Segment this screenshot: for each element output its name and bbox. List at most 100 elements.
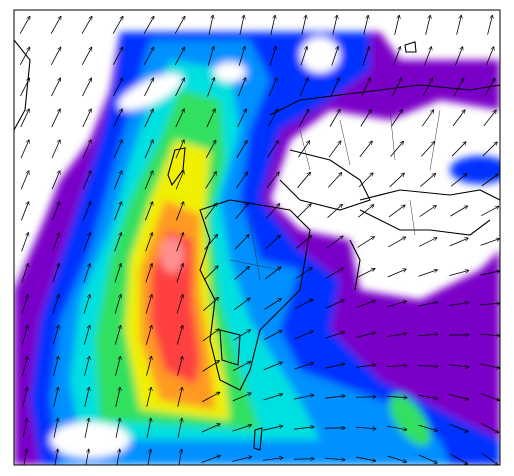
wind-arrow [294,395,314,400]
wind-arrow [449,364,469,368]
wind-arrow [386,366,407,367]
wind-arrow [263,330,282,340]
wind-arrow [238,46,245,66]
wind-arrow [22,418,27,438]
wind-arrow [52,294,59,314]
wind-arrow [176,294,183,314]
wind-arrow [387,269,406,278]
wind-arrow [480,206,499,217]
wind-arrow [232,457,251,462]
wind-arrow [207,46,214,66]
wind-arrow [327,204,343,218]
wind-arrow [332,15,337,35]
wind-arrow [357,237,375,248]
wind-arrow [389,173,405,188]
wind-arrow [50,16,61,34]
wind-arrow [237,78,245,97]
wind-arrow [356,456,376,461]
wind-arrow [208,15,213,35]
wind-arrow [418,302,438,307]
gap-1 [214,62,246,82]
wind-arrow [263,394,282,401]
wind-arrow [269,46,276,66]
wind-arrow [174,47,184,66]
wind-arrow [21,264,28,283]
wind-arrow [20,171,29,190]
wind-arrow [482,142,497,157]
wind-arrow [21,202,28,221]
wind-arrow [82,171,91,190]
wind-arrow [146,356,152,376]
wind-arrow [115,418,120,438]
wind-arrow [54,449,58,465]
wind-arrow [387,455,406,462]
wind-arrow [296,236,311,249]
wind-arrow [21,294,28,314]
wind-arrow [425,15,431,35]
islands [14,39,417,451]
wind-arrow [387,333,407,338]
wind-arrow [145,202,152,221]
wind-arrow [327,173,341,188]
wind-arrow [358,173,373,188]
wind-arrow [452,110,465,127]
wind-arrow [301,15,306,35]
layer-pink [160,237,184,273]
gap-3 [300,37,340,73]
wind-arrow [113,171,122,190]
wind-arrow [202,329,219,342]
wind-arrow [232,425,252,432]
wind-arrow [418,270,438,277]
wind-arrow [296,204,311,219]
wind-arrow [294,363,313,370]
wind-arrow [330,78,339,97]
wind-arrow [51,140,60,159]
wind-arrow [115,356,121,376]
wind-arrow [328,141,341,158]
wind-arrow [177,418,182,438]
wind-arrow [479,334,500,335]
wind-arrow [201,456,221,463]
wind-arrow [176,325,182,345]
wind-arrow [82,140,91,159]
wind-arrow [449,238,468,247]
boundaries [229,109,441,281]
wind-arrow [239,15,244,35]
wind-arrow [52,202,59,221]
wind-arrow [418,394,438,398]
gap-2 [117,73,183,111]
wind-arrow [236,140,247,158]
wind-arrow [201,424,220,433]
wind-arrow [481,174,498,187]
wind-arrow [51,171,60,190]
wind-arrow [233,330,251,341]
wind-arrow [21,233,29,252]
wind-arrow [267,141,279,158]
wind-arrow [205,172,217,189]
wind-arrow [21,325,27,345]
wind-arrow [263,458,283,461]
wind-arrow [53,387,58,407]
wind-arrow [178,449,182,465]
wind-arrow [20,140,29,159]
wind-arrow [361,78,371,97]
wind-arrow [392,78,402,97]
wind-arrow [325,396,345,399]
wind-arrow [356,269,375,278]
layer-red [150,230,200,385]
wind-arrow [176,233,184,252]
band-green [389,394,431,446]
wind-arrow [480,271,500,276]
wind-arrow [450,206,467,217]
wind-arrow [268,78,277,97]
wind-arrow [390,141,404,157]
wind-arrow [22,356,28,376]
wind-arrow [388,237,405,248]
wind-arrow [83,264,90,283]
wind-arrow [294,331,313,340]
wind-arrow [418,454,437,463]
wind-arrow [298,109,309,127]
wind-arrow [263,426,283,431]
map-frame [13,9,501,466]
